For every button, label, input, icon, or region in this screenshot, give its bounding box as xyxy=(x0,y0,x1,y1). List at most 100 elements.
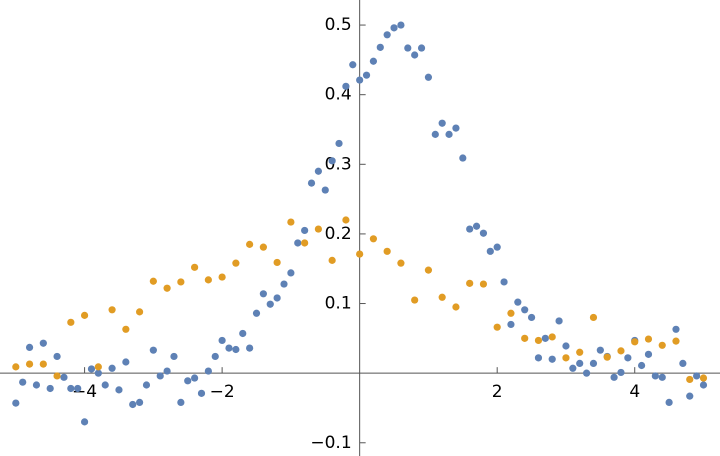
point xyxy=(404,44,412,52)
point xyxy=(273,294,281,302)
point xyxy=(19,378,27,386)
point xyxy=(287,269,295,277)
point xyxy=(438,293,446,301)
point xyxy=(424,73,433,81)
point xyxy=(638,361,646,370)
point xyxy=(259,243,267,251)
point xyxy=(631,338,639,346)
point xyxy=(445,130,453,138)
x-tick-label: −4 xyxy=(72,382,97,402)
point xyxy=(94,363,102,371)
point xyxy=(493,243,501,251)
point xyxy=(46,384,54,393)
point xyxy=(218,273,226,281)
point xyxy=(644,335,653,343)
point xyxy=(170,352,178,361)
point xyxy=(589,313,598,322)
point xyxy=(699,374,708,382)
point xyxy=(129,400,137,409)
point xyxy=(417,44,426,52)
point xyxy=(651,372,659,380)
point xyxy=(582,369,591,377)
point xyxy=(74,384,82,393)
point xyxy=(479,280,488,288)
point xyxy=(369,235,378,243)
point xyxy=(672,337,680,345)
point xyxy=(411,296,419,304)
point xyxy=(362,71,371,79)
point xyxy=(424,266,433,274)
point xyxy=(617,368,625,377)
point xyxy=(576,359,584,368)
point xyxy=(177,398,185,406)
point xyxy=(383,247,391,255)
point xyxy=(679,359,687,368)
point xyxy=(521,306,529,314)
point xyxy=(135,398,144,406)
point xyxy=(314,167,322,175)
point xyxy=(459,154,467,162)
point xyxy=(80,311,89,319)
point xyxy=(466,279,474,287)
point xyxy=(411,51,419,59)
point xyxy=(321,186,329,194)
point xyxy=(397,259,405,267)
point xyxy=(232,259,240,267)
point xyxy=(239,329,247,338)
point xyxy=(486,247,494,255)
point xyxy=(163,284,171,292)
point xyxy=(624,354,632,362)
point xyxy=(507,320,515,329)
y-tick-label: −0.1 xyxy=(310,433,351,453)
point xyxy=(686,392,694,400)
point xyxy=(699,381,708,389)
point xyxy=(369,57,378,65)
point xyxy=(156,372,164,380)
point xyxy=(80,418,89,426)
point xyxy=(644,350,653,358)
point xyxy=(67,384,75,393)
point xyxy=(555,317,563,325)
point xyxy=(342,82,350,90)
point xyxy=(301,239,309,247)
point xyxy=(562,342,570,350)
point xyxy=(211,352,219,361)
point xyxy=(672,325,680,333)
point xyxy=(514,298,522,306)
point xyxy=(658,373,666,381)
point xyxy=(191,374,199,382)
point xyxy=(115,386,123,394)
point xyxy=(60,373,68,381)
point xyxy=(218,336,226,345)
point xyxy=(25,343,34,351)
point xyxy=(259,290,267,298)
point xyxy=(431,130,439,138)
point xyxy=(576,348,584,356)
point xyxy=(266,300,274,308)
y-tick-label: 0.2 xyxy=(325,224,352,244)
point xyxy=(596,346,604,354)
point xyxy=(287,218,295,226)
y-tick-label: 0.5 xyxy=(325,15,352,35)
point xyxy=(548,355,556,363)
point xyxy=(507,309,515,317)
point xyxy=(53,372,61,380)
point xyxy=(149,277,157,285)
point xyxy=(280,280,288,288)
point xyxy=(610,373,618,381)
point xyxy=(328,157,336,165)
point xyxy=(232,345,240,354)
point xyxy=(184,377,192,385)
point xyxy=(307,179,316,187)
point xyxy=(527,313,536,322)
point xyxy=(25,360,34,368)
point xyxy=(177,278,185,286)
point xyxy=(521,334,529,342)
point xyxy=(39,360,47,368)
point xyxy=(603,353,611,361)
point xyxy=(32,381,41,389)
point xyxy=(548,333,556,341)
point xyxy=(569,364,577,372)
point xyxy=(390,24,398,32)
